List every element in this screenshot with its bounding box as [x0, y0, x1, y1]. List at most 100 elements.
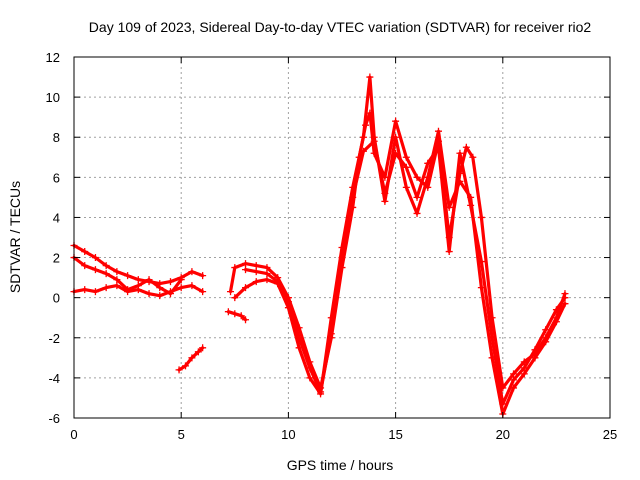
data-point-marker — [445, 203, 453, 211]
data-point-marker — [359, 133, 367, 141]
data-point-marker — [510, 376, 518, 384]
data-point-marker — [542, 338, 550, 346]
data-point-marker — [181, 362, 189, 370]
data-point-marker — [531, 346, 539, 354]
data-point-marker — [113, 276, 121, 284]
data-point-marker — [102, 270, 110, 278]
y-tick-label: 0 — [53, 291, 60, 306]
chart-title: Day 109 of 2023, Sidereal Day-to-day VTE… — [89, 19, 592, 35]
data-point-marker — [166, 278, 174, 286]
data-point-marker — [188, 282, 196, 290]
data-point-marker — [237, 312, 245, 320]
y-tick-label: 10 — [46, 90, 60, 105]
x-axis-label: GPS time / hours — [287, 457, 394, 473]
series-main-c — [242, 137, 569, 408]
data-point-marker — [227, 288, 235, 296]
axis-ticks: 0 5 10 15 20 25 -6 -4 -2 0 2 4 6 8 10 12 — [46, 50, 618, 442]
y-tick-label: -4 — [48, 371, 60, 386]
data-point-marker — [520, 370, 528, 378]
data-point-marker — [166, 290, 174, 298]
data-point-marker — [113, 268, 121, 276]
data-point-marker — [338, 254, 346, 262]
data-point-marker — [224, 308, 232, 316]
data-point-marker — [124, 272, 132, 280]
data-point-marker — [561, 294, 569, 302]
data-point-marker — [242, 260, 250, 268]
plot-frame — [73, 56, 611, 419]
series-line — [177, 346, 205, 372]
data-series — [70, 73, 569, 418]
data-point-marker — [242, 284, 250, 292]
data-point-marker — [392, 133, 400, 141]
series-isolated-7 — [224, 308, 250, 324]
series-line — [226, 310, 248, 322]
data-point-marker — [156, 284, 164, 292]
data-point-marker — [252, 268, 260, 276]
series-isolated-5 — [175, 344, 207, 374]
data-point-marker — [306, 364, 314, 372]
data-point-marker — [113, 282, 121, 290]
data-point-marker — [252, 278, 260, 286]
data-point-marker — [177, 284, 185, 292]
data-point-marker — [488, 334, 496, 342]
data-point-marker — [91, 254, 99, 262]
x-tick-label: 15 — [388, 427, 402, 442]
y-tick-label: 8 — [53, 130, 60, 145]
data-point-marker — [194, 348, 202, 356]
data-point-marker — [295, 334, 303, 342]
data-point-marker — [413, 209, 421, 217]
data-point-marker — [327, 330, 335, 338]
data-point-marker — [188, 268, 196, 276]
data-point-marker — [402, 153, 410, 161]
data-point-marker — [91, 266, 99, 274]
data-point-marker — [499, 400, 507, 408]
data-point-marker — [145, 290, 153, 298]
x-tick-label: 25 — [603, 427, 617, 442]
data-point-marker — [274, 278, 282, 286]
data-point-marker — [252, 262, 260, 270]
data-point-marker — [145, 276, 153, 284]
data-point-marker — [134, 282, 142, 290]
data-point-marker — [381, 189, 389, 197]
series-mid-early — [70, 254, 185, 298]
y-axis-label: SDTVAR / TECUs — [7, 181, 23, 293]
data-point-marker — [424, 159, 432, 167]
data-point-marker — [510, 370, 518, 378]
data-point-marker — [531, 354, 539, 362]
data-point-marker — [424, 173, 432, 181]
data-point-marker — [402, 183, 410, 191]
data-point-marker — [445, 248, 453, 256]
data-point-marker — [284, 298, 292, 306]
data-point-marker — [263, 276, 271, 284]
y-tick-label: 12 — [46, 50, 60, 65]
x-tick-label: 10 — [281, 427, 295, 442]
y-tick-label: -2 — [48, 331, 60, 346]
data-point-marker — [520, 364, 528, 372]
data-point-marker — [263, 270, 271, 278]
data-point-marker — [317, 388, 325, 396]
x-tick-label: 5 — [178, 427, 185, 442]
data-point-marker — [413, 173, 421, 181]
y-tick-label: 6 — [53, 170, 60, 185]
data-point-marker — [402, 163, 410, 171]
x-tick-label: 0 — [70, 427, 77, 442]
data-point-marker — [552, 306, 560, 314]
data-point-marker — [381, 197, 389, 205]
series-line — [233, 75, 567, 416]
data-point-marker — [231, 310, 239, 318]
data-point-marker — [124, 286, 132, 294]
data-point-marker — [306, 374, 314, 382]
data-point-marker — [392, 117, 400, 125]
data-point-marker — [359, 147, 367, 155]
data-point-marker — [81, 286, 89, 294]
data-point-marker — [413, 193, 421, 201]
y-tick-label: 4 — [53, 210, 60, 225]
series-main-b — [231, 73, 569, 418]
data-point-marker — [199, 344, 207, 352]
data-point-marker — [102, 284, 110, 292]
data-point-marker — [542, 326, 550, 334]
data-point-marker — [102, 262, 110, 270]
data-point-marker — [134, 276, 142, 284]
data-point-marker — [477, 213, 485, 221]
